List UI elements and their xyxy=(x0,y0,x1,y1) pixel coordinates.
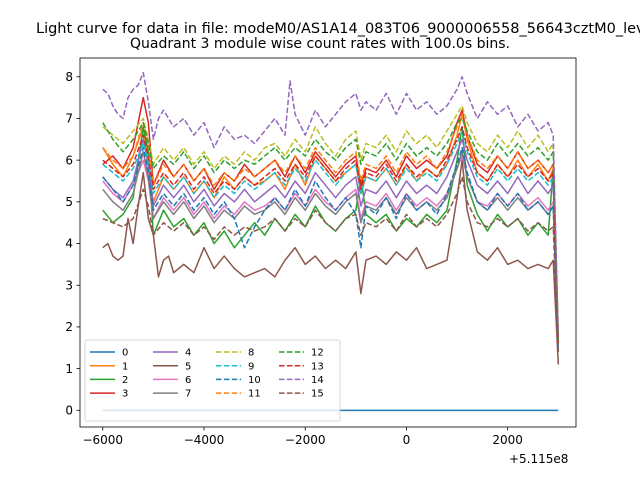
y-tick-label: 0 xyxy=(65,404,73,418)
series-line-14 xyxy=(102,71,560,336)
series-line-5 xyxy=(102,159,560,365)
series-group xyxy=(102,71,560,412)
y-tick-label: 7 xyxy=(65,112,73,126)
legend-label-6: 6 xyxy=(185,375,191,386)
chart-title: Quadrant 3 module wise count rates with … xyxy=(130,36,510,52)
legend-label-3: 3 xyxy=(122,389,128,400)
legend-label-9: 9 xyxy=(248,361,254,372)
x-tick-label: −4000 xyxy=(184,433,225,447)
series-line-10 xyxy=(102,146,560,348)
series-line-11 xyxy=(102,113,560,340)
y-tick-label: 8 xyxy=(65,70,73,84)
legend-label-7: 7 xyxy=(185,389,191,400)
legend-label-5: 5 xyxy=(185,361,191,372)
legend-label-0: 0 xyxy=(122,348,128,359)
y-tick-label: 4 xyxy=(65,237,73,251)
series-line-4 xyxy=(102,138,560,348)
series-line-6 xyxy=(102,155,560,348)
series-line-9 xyxy=(102,130,560,344)
legend-label-4: 4 xyxy=(185,348,191,359)
legend-label-12: 12 xyxy=(311,348,324,359)
figure-suptitle: Light curve for data in file: modeM0/AS1… xyxy=(36,21,640,37)
legend-label-8: 8 xyxy=(248,348,254,359)
series-line-3 xyxy=(102,96,560,344)
series-line-12 xyxy=(102,117,560,340)
legend-label-1: 1 xyxy=(122,361,128,372)
series-line-2 xyxy=(102,126,560,348)
series-line-8 xyxy=(102,105,560,336)
legend-label-13: 13 xyxy=(311,361,324,372)
x-tick-label: −2000 xyxy=(285,433,326,447)
x-axis-offset-label: +5.115e8 xyxy=(509,452,569,466)
x-tick-label: 2000 xyxy=(492,433,523,447)
x-tick-label: −6000 xyxy=(82,433,123,447)
legend-label-10: 10 xyxy=(248,375,261,386)
y-tick-label: 3 xyxy=(65,278,73,292)
y-tick-label: 2 xyxy=(65,320,73,334)
y-tick-label: 6 xyxy=(65,153,73,167)
legend-label-14: 14 xyxy=(311,375,324,386)
y-tick-label: 5 xyxy=(65,195,73,209)
legend-label-15: 15 xyxy=(311,389,324,400)
legend-box xyxy=(84,339,341,422)
x-tick-label: 0 xyxy=(403,433,411,447)
legend-label-2: 2 xyxy=(122,375,128,386)
series-line-13 xyxy=(102,126,560,344)
series-line-15 xyxy=(102,176,560,352)
legend-label-11: 11 xyxy=(248,389,261,400)
axes-frame xyxy=(79,57,577,428)
y-tick-label: 1 xyxy=(65,362,73,376)
